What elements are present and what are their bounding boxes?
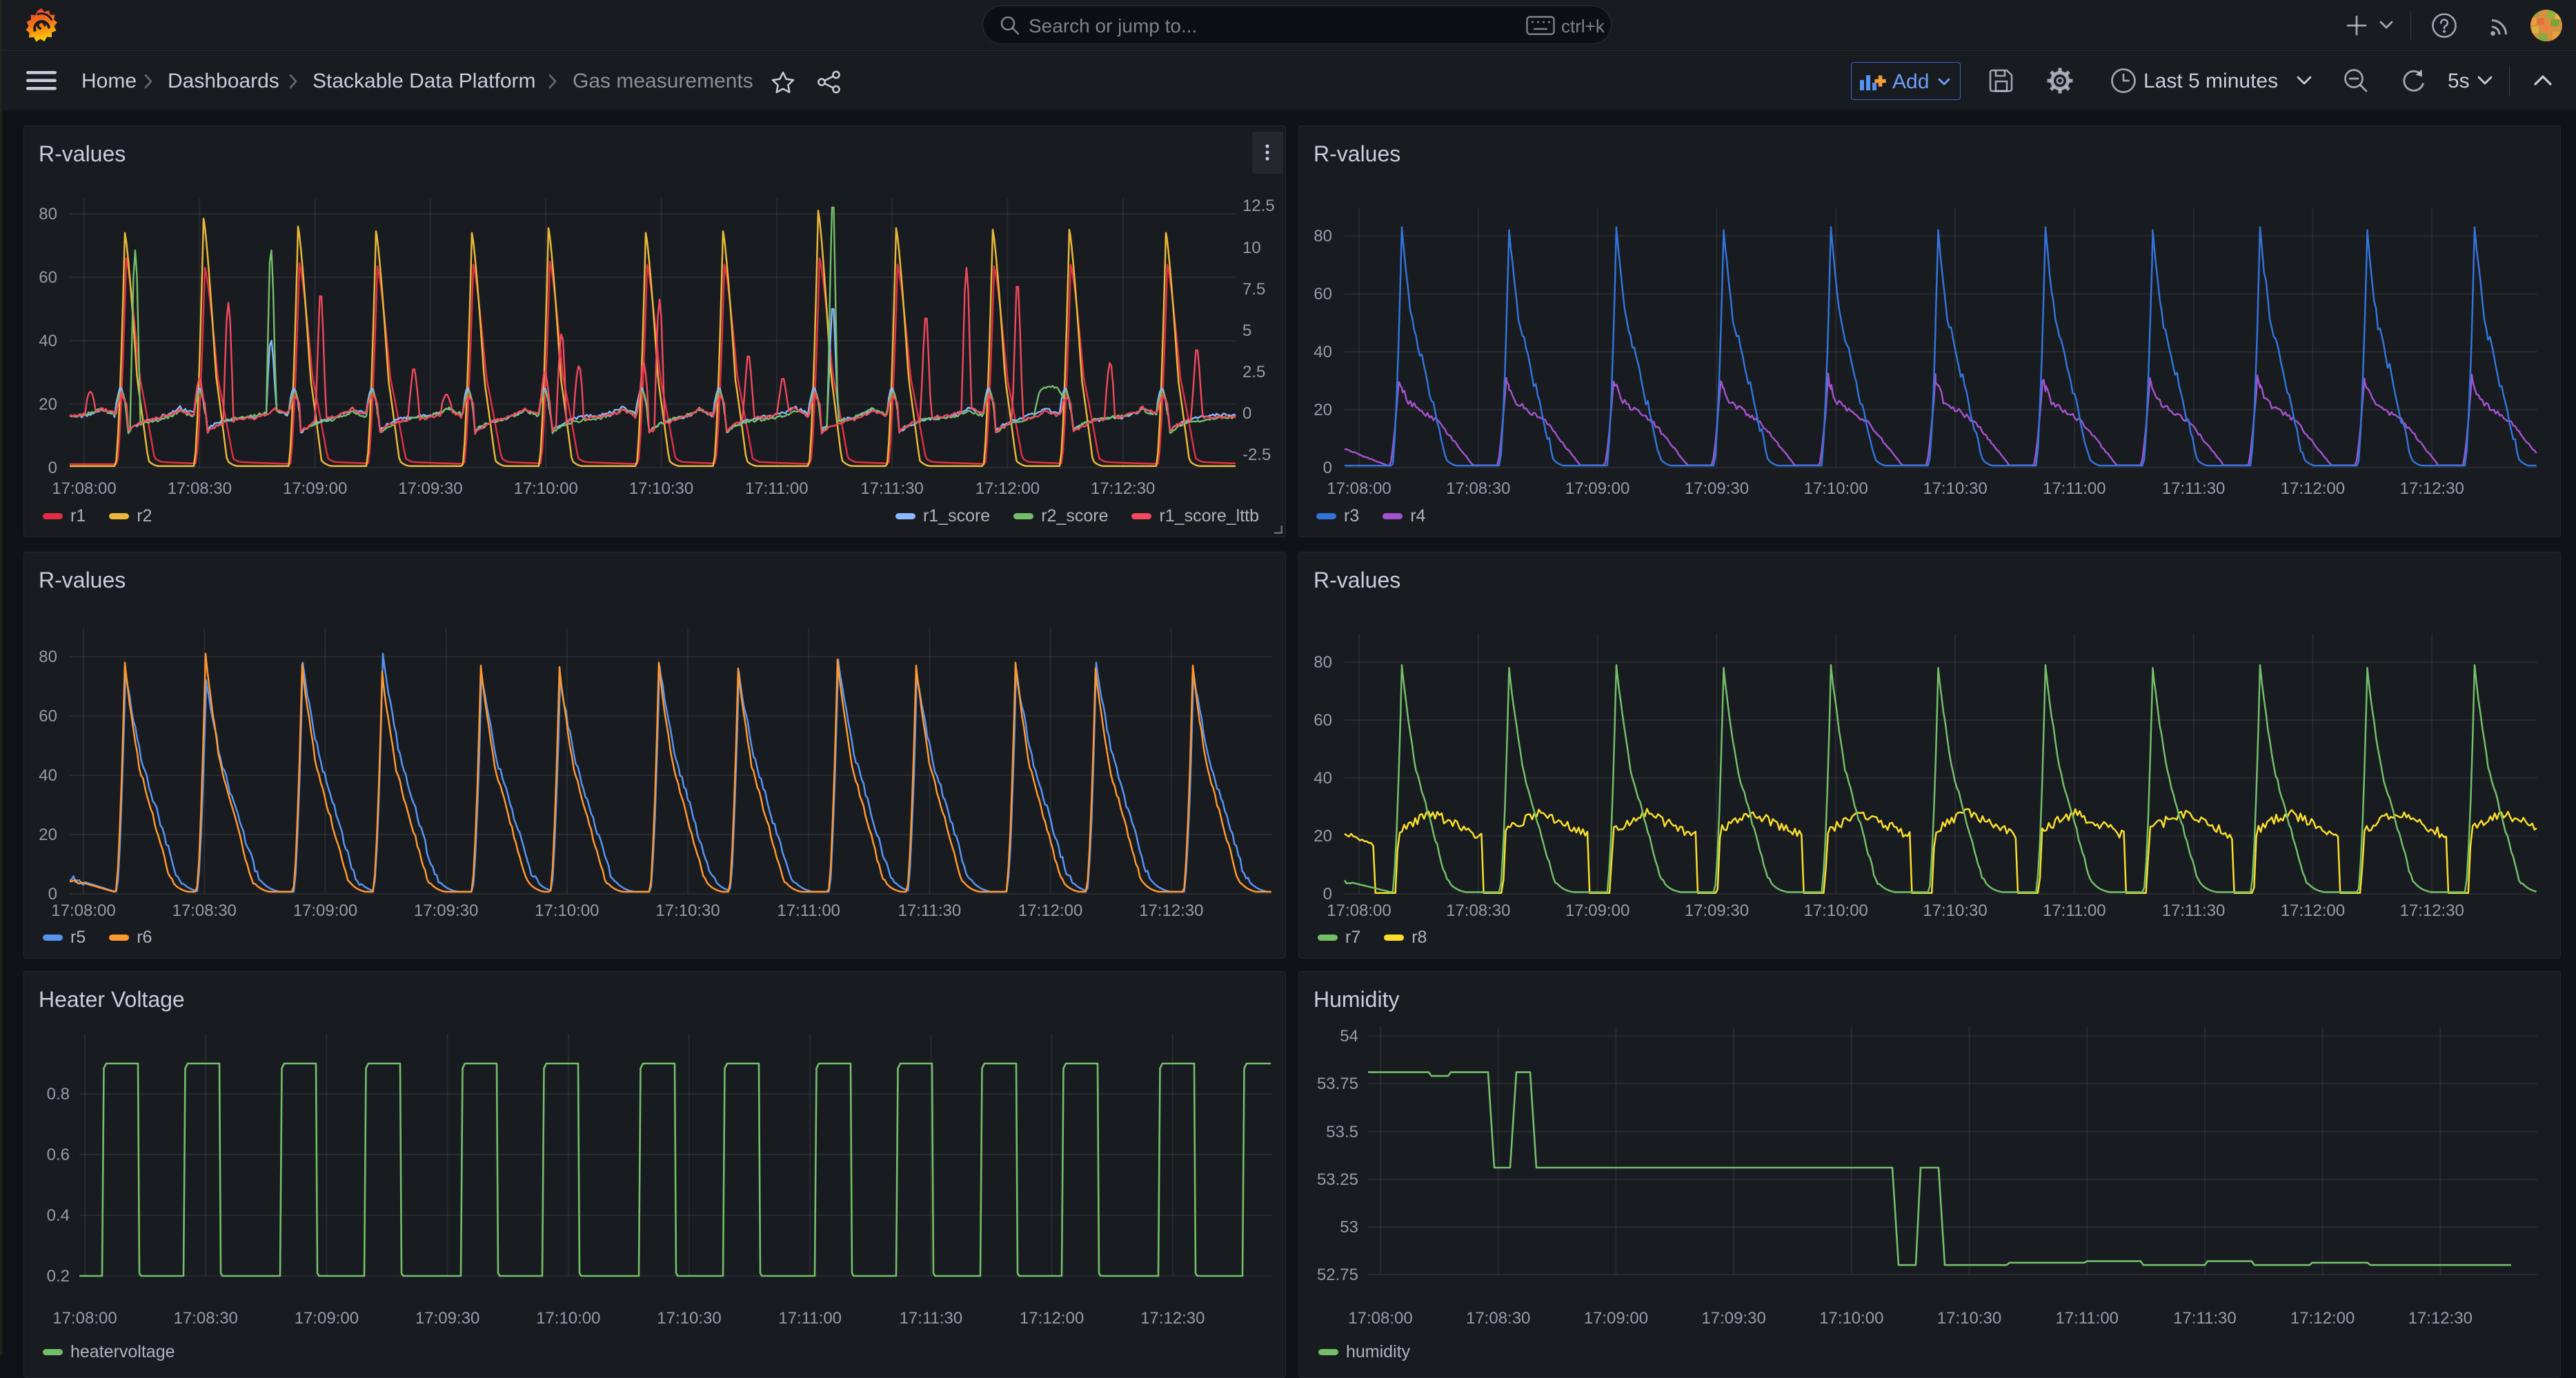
svg-text:17:10:30: 17:10:30 [629, 479, 693, 498]
svg-text:10: 10 [1242, 239, 1261, 257]
svg-text:-2.5: -2.5 [1242, 446, 1271, 464]
svg-text:17:11:30: 17:11:30 [860, 479, 924, 498]
svg-text:17:11:00: 17:11:00 [2055, 1309, 2119, 1328]
svg-text:17:11:30: 17:11:30 [898, 901, 962, 920]
svg-text:17:12:30: 17:12:30 [1140, 1309, 1205, 1328]
svg-text:5: 5 [1242, 321, 1251, 340]
svg-text:17:11:00: 17:11:00 [777, 901, 840, 920]
svg-text:17:08:00: 17:08:00 [52, 1309, 117, 1328]
svg-text:17:08:30: 17:08:30 [172, 901, 236, 920]
svg-text:60: 60 [39, 268, 57, 287]
svg-text:17:10:30: 17:10:30 [655, 901, 720, 920]
svg-text:17:10:30: 17:10:30 [1923, 479, 1987, 498]
svg-text:17:11:30: 17:11:30 [2162, 901, 2226, 920]
svg-text:0: 0 [48, 459, 57, 477]
svg-text:17:09:30: 17:09:30 [415, 1309, 479, 1328]
svg-text:0: 0 [1242, 404, 1251, 423]
svg-text:40: 40 [39, 332, 57, 350]
svg-text:60: 60 [1314, 711, 1332, 730]
svg-text:17:09:30: 17:09:30 [398, 479, 462, 498]
svg-text:17:10:30: 17:10:30 [1923, 901, 1987, 920]
svg-text:17:08:00: 17:08:00 [1348, 1309, 1412, 1328]
svg-text:17:12:00: 17:12:00 [1020, 1309, 1084, 1328]
svg-text:17:11:00: 17:11:00 [778, 1309, 842, 1328]
svg-text:0.6: 0.6 [47, 1146, 70, 1164]
svg-text:0.8: 0.8 [47, 1085, 70, 1104]
svg-text:17:11:30: 17:11:30 [900, 1309, 963, 1328]
svg-text:17:08:30: 17:08:30 [173, 1309, 237, 1328]
svg-text:0.4: 0.4 [47, 1206, 70, 1225]
svg-text:17:11:00: 17:11:00 [2043, 479, 2106, 498]
svg-text:20: 20 [1314, 401, 1332, 419]
svg-text:17:09:00: 17:09:00 [283, 479, 347, 498]
svg-text:17:12:00: 17:12:00 [2281, 901, 2345, 920]
svg-text:17:09:00: 17:09:00 [293, 901, 357, 920]
svg-text:17:12:30: 17:12:30 [2399, 479, 2464, 498]
svg-text:17:12:30: 17:12:30 [1139, 901, 1203, 920]
svg-text:17:11:30: 17:11:30 [2162, 479, 2226, 498]
svg-text:17:12:30: 17:12:30 [1091, 479, 1155, 498]
svg-text:17:09:00: 17:09:00 [1584, 1309, 1648, 1328]
svg-text:20: 20 [39, 395, 57, 414]
svg-text:20: 20 [39, 826, 57, 844]
svg-text:17:12:00: 17:12:00 [2290, 1309, 2355, 1328]
svg-text:17:09:30: 17:09:30 [1701, 1309, 1765, 1328]
svg-text:53.5: 53.5 [1326, 1123, 1358, 1141]
svg-text:17:11:30: 17:11:30 [2173, 1309, 2237, 1328]
svg-text:17:12:00: 17:12:00 [1018, 901, 1082, 920]
svg-text:17:08:00: 17:08:00 [1327, 479, 1391, 498]
svg-text:40: 40 [1314, 769, 1332, 788]
svg-text:60: 60 [39, 707, 57, 726]
svg-text:17:10:00: 17:10:00 [1803, 479, 1867, 498]
svg-text:12.5: 12.5 [1242, 197, 1275, 215]
svg-text:17:10:00: 17:10:00 [1819, 1309, 1883, 1328]
svg-text:17:12:00: 17:12:00 [2281, 479, 2345, 498]
svg-text:0: 0 [1323, 885, 1332, 903]
svg-text:0.2: 0.2 [47, 1267, 70, 1286]
svg-text:80: 80 [39, 648, 57, 666]
svg-text:17:12:00: 17:12:00 [975, 479, 1040, 498]
svg-text:17:10:30: 17:10:30 [1937, 1309, 2001, 1328]
svg-text:54: 54 [1340, 1027, 1358, 1046]
svg-text:17:09:30: 17:09:30 [1685, 901, 1749, 920]
svg-text:17:10:00: 17:10:00 [1803, 901, 1867, 920]
svg-text:53.75: 53.75 [1317, 1075, 1358, 1093]
svg-text:17:08:30: 17:08:30 [168, 479, 232, 498]
svg-text:80: 80 [39, 205, 57, 223]
svg-text:17:10:30: 17:10:30 [657, 1309, 721, 1328]
svg-text:17:09:00: 17:09:00 [295, 1309, 359, 1328]
svg-text:17:08:30: 17:08:30 [1446, 479, 1510, 498]
svg-text:7.5: 7.5 [1242, 280, 1265, 299]
svg-text:17:08:30: 17:08:30 [1466, 1309, 1530, 1328]
svg-text:2.5: 2.5 [1242, 363, 1265, 381]
svg-text:17:08:00: 17:08:00 [1327, 901, 1391, 920]
svg-text:20: 20 [1314, 827, 1332, 846]
svg-text:40: 40 [39, 766, 57, 785]
svg-text:17:08:30: 17:08:30 [1446, 901, 1510, 920]
svg-text:17:12:30: 17:12:30 [2399, 901, 2464, 920]
svg-text:17:12:30: 17:12:30 [2408, 1309, 2473, 1328]
svg-text:17:08:00: 17:08:00 [51, 901, 115, 920]
svg-text:17:08:00: 17:08:00 [52, 479, 116, 498]
svg-text:0: 0 [1323, 459, 1332, 477]
svg-text:40: 40 [1314, 343, 1332, 361]
svg-text:17:10:00: 17:10:00 [535, 901, 599, 920]
svg-text:17:09:30: 17:09:30 [1685, 479, 1749, 498]
svg-text:53: 53 [1340, 1218, 1358, 1237]
svg-text:17:10:00: 17:10:00 [513, 479, 577, 498]
svg-text:80: 80 [1314, 227, 1332, 246]
svg-text:17:09:00: 17:09:00 [1565, 901, 1629, 920]
svg-text:17:09:00: 17:09:00 [1565, 479, 1629, 498]
svg-text:52.75: 52.75 [1317, 1266, 1358, 1284]
svg-text:0: 0 [48, 885, 57, 903]
svg-text:17:11:00: 17:11:00 [745, 479, 809, 498]
svg-text:53.25: 53.25 [1317, 1170, 1358, 1189]
svg-text:80: 80 [1314, 653, 1332, 672]
svg-text:17:09:30: 17:09:30 [414, 901, 478, 920]
svg-text:17:11:00: 17:11:00 [2043, 901, 2106, 920]
svg-text:60: 60 [1314, 285, 1332, 303]
svg-text:17:10:00: 17:10:00 [536, 1309, 600, 1328]
